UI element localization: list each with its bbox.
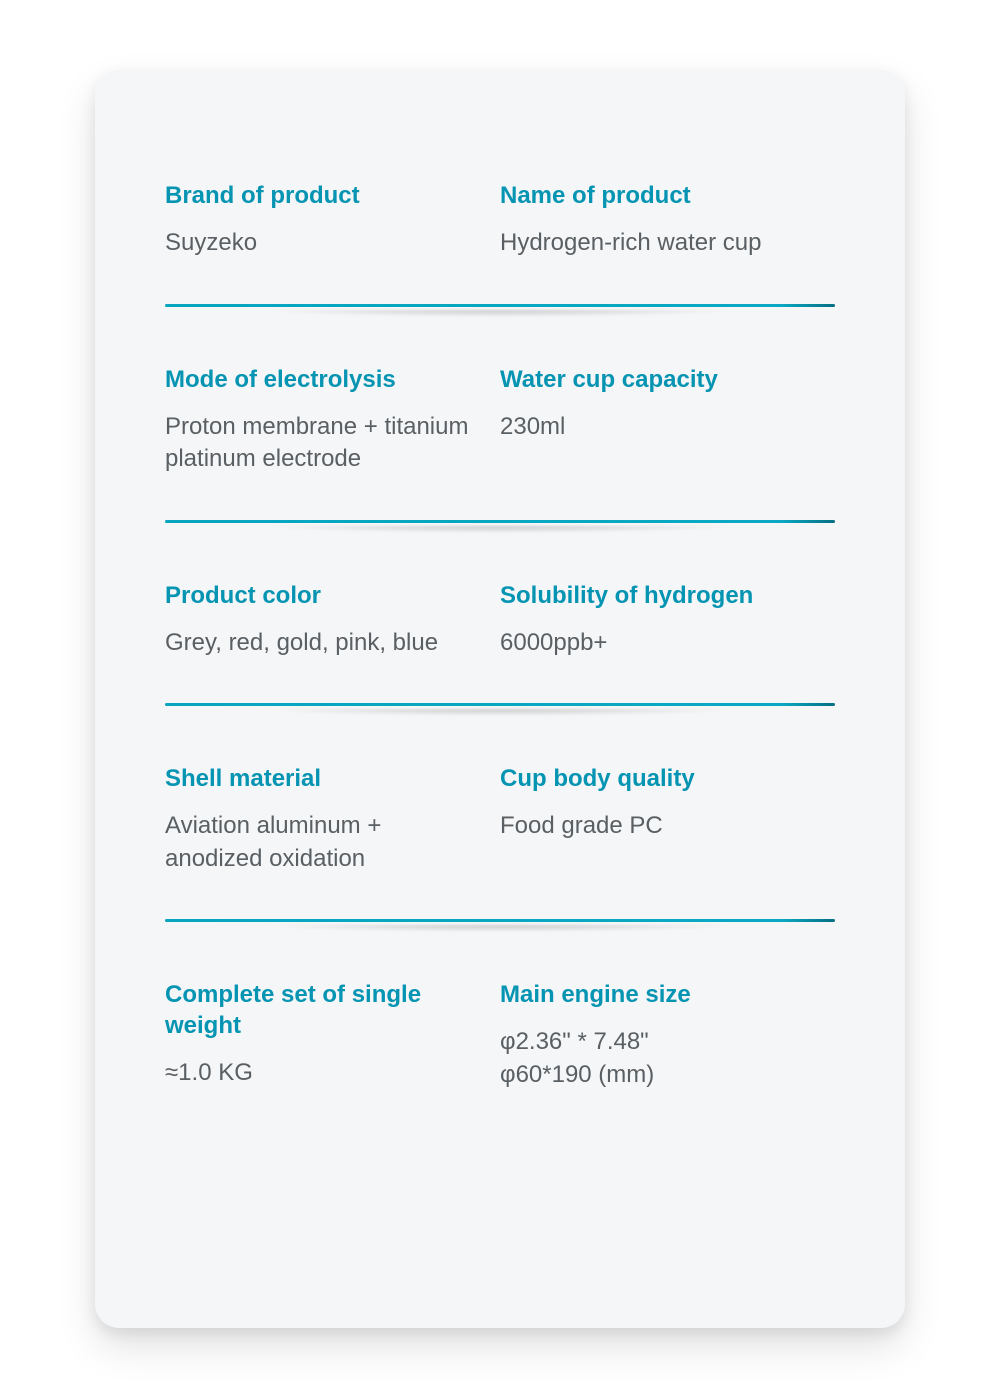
spec-cell-shell: Shell material Aviation aluminum + anodi…: [165, 763, 500, 875]
spec-cell-weight: Complete set of single weight ≈1.0 KG: [165, 979, 500, 1091]
spec-cell-body-quality: Cup body quality Food grade PC: [500, 763, 835, 875]
divider: [165, 919, 835, 935]
spec-value: 230ml: [500, 411, 815, 443]
page: Brand of product Suyzeko Name of product…: [0, 0, 1000, 1398]
spec-cell-solubility: Solubility of hydrogen 6000ppb+: [500, 580, 835, 660]
spec-label: Product color: [165, 580, 480, 611]
spec-cell-size: Main engine size φ2.36" * 7.48" φ60*190 …: [500, 979, 835, 1091]
spec-value: Proton membrane + titanium platinum elec…: [165, 411, 480, 476]
spec-label: Main engine size: [500, 979, 815, 1010]
divider-line: [165, 703, 835, 706]
spec-label: Name of product: [500, 180, 815, 211]
spec-row: Brand of product Suyzeko Name of product…: [165, 180, 835, 260]
divider-shadow: [165, 310, 835, 320]
spec-card: Brand of product Suyzeko Name of product…: [95, 70, 905, 1328]
divider-line: [165, 919, 835, 922]
spec-value: Suyzeko: [165, 227, 480, 259]
spec-value: 6000ppb+: [500, 627, 815, 659]
spec-cell-capacity: Water cup capacity 230ml: [500, 364, 835, 476]
divider: [165, 703, 835, 719]
spec-label: Cup body quality: [500, 763, 815, 794]
spec-value: Grey, red, gold, pink, blue: [165, 627, 480, 659]
spec-label: Mode of electrolysis: [165, 364, 480, 395]
divider-shadow: [165, 925, 835, 935]
divider: [165, 520, 835, 536]
spec-cell-electrolysis: Mode of electrolysis Proton membrane + t…: [165, 364, 500, 476]
spec-value: φ2.36" * 7.48" φ60*190 (mm): [500, 1026, 815, 1091]
divider-line: [165, 304, 835, 307]
divider-shadow: [165, 709, 835, 719]
divider-line: [165, 520, 835, 523]
spec-cell-brand: Brand of product Suyzeko: [165, 180, 500, 260]
spec-value: Hydrogen-rich water cup: [500, 227, 815, 259]
spec-label: Solubility of hydrogen: [500, 580, 815, 611]
spec-value: Aviation aluminum + anodized oxidation: [165, 810, 480, 875]
spec-cell-color: Product color Grey, red, gold, pink, blu…: [165, 580, 500, 660]
spec-value: Food grade PC: [500, 810, 815, 842]
divider-shadow: [165, 526, 835, 536]
spec-label: Shell material: [165, 763, 480, 794]
spec-label: Complete set of single weight: [165, 979, 480, 1041]
spec-row: Shell material Aviation aluminum + anodi…: [165, 763, 835, 875]
spec-label: Brand of product: [165, 180, 480, 211]
spec-row: Mode of electrolysis Proton membrane + t…: [165, 364, 835, 476]
spec-row: Complete set of single weight ≈1.0 KG Ma…: [165, 979, 835, 1091]
divider: [165, 304, 835, 320]
spec-value: ≈1.0 KG: [165, 1057, 480, 1089]
spec-label: Water cup capacity: [500, 364, 815, 395]
spec-row: Product color Grey, red, gold, pink, blu…: [165, 580, 835, 660]
spec-cell-name: Name of product Hydrogen-rich water cup: [500, 180, 835, 260]
